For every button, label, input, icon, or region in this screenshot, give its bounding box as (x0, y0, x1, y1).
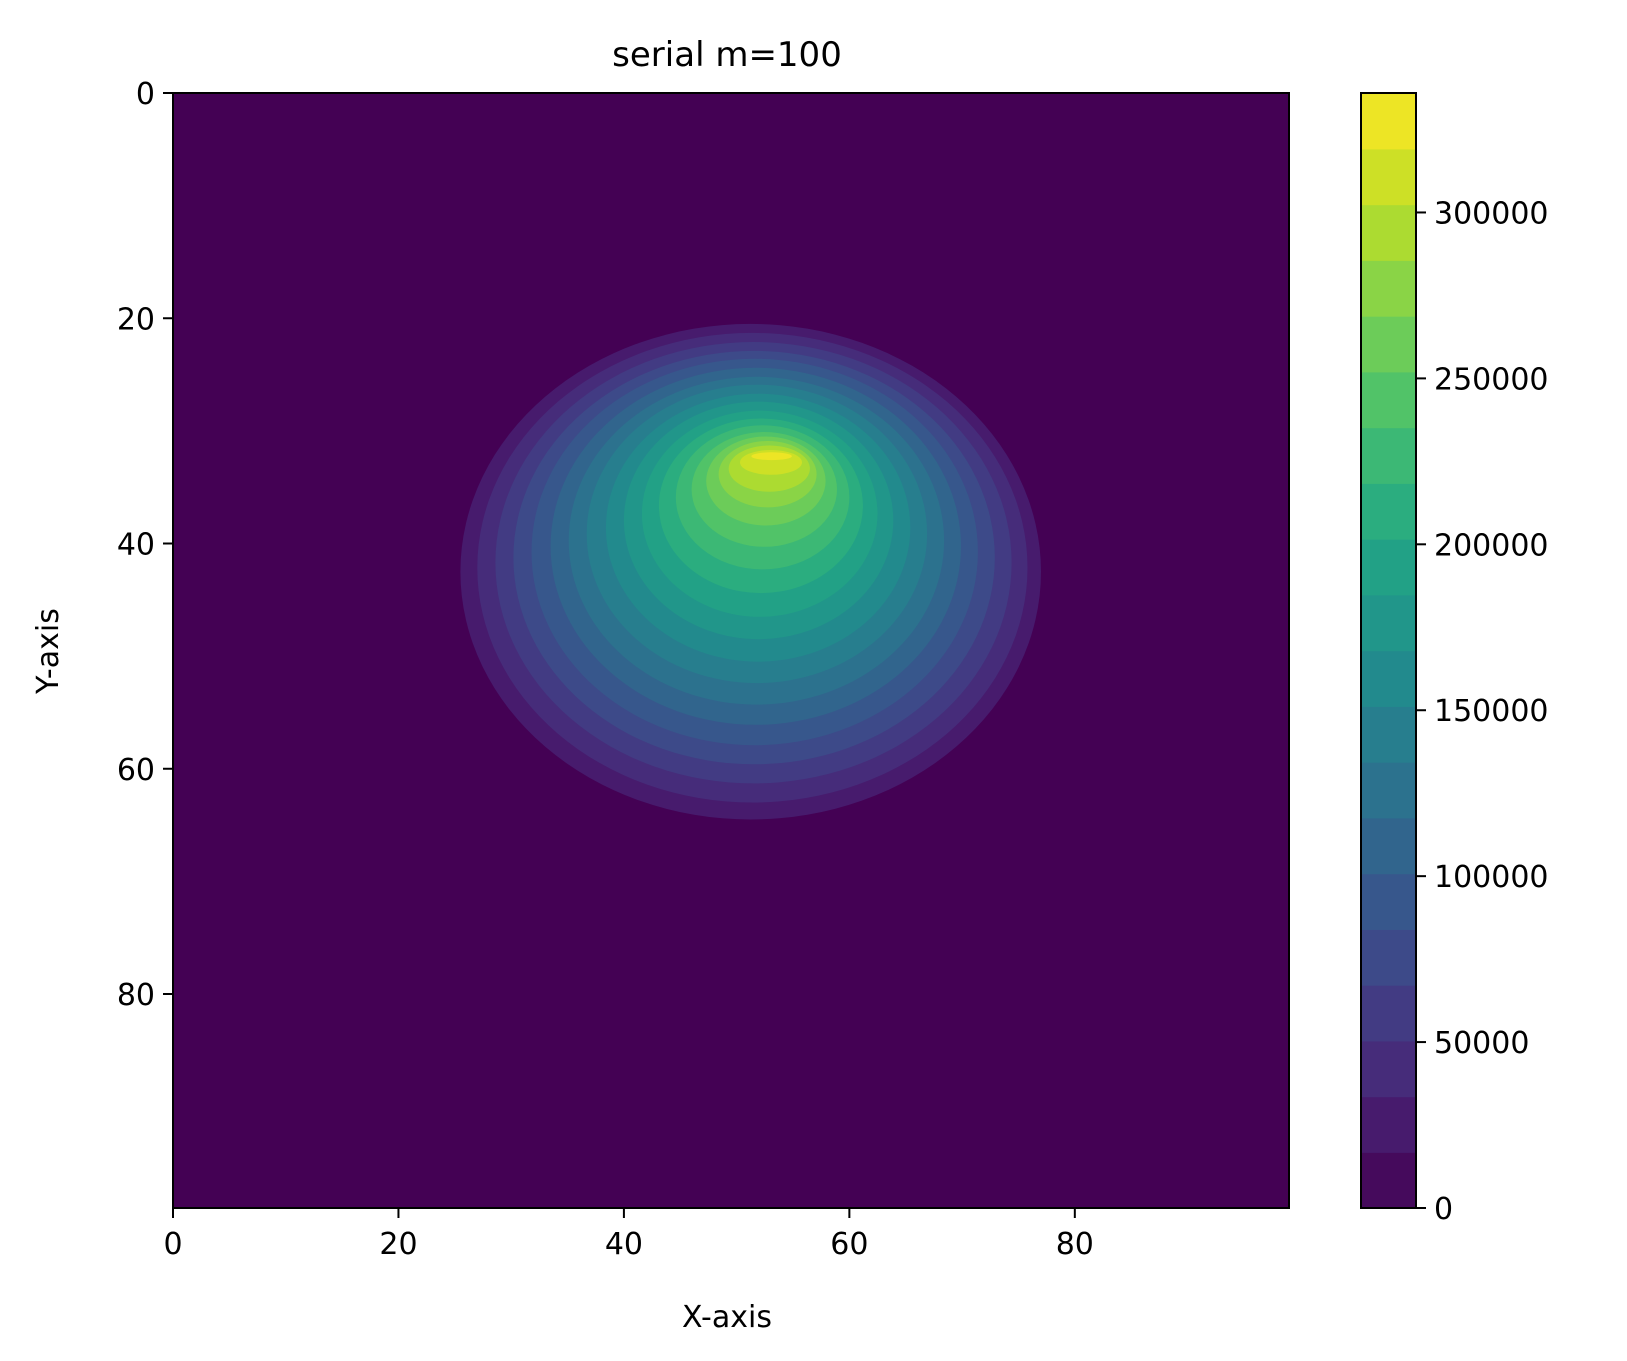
colorbar-band (1361, 985, 1416, 1042)
y-axis-ticks: 0 20 40 60 80 (117, 77, 173, 1013)
colorbar-tick-label: 0 (1434, 1192, 1453, 1227)
colorbar-band (1361, 1152, 1416, 1209)
colorbar-band (1361, 817, 1416, 875)
x-tick-label: 20 (379, 1227, 417, 1262)
x-tick-label: 40 (605, 1227, 643, 1262)
colorbar-band (1361, 873, 1416, 930)
colorbar-band (1361, 762, 1416, 819)
colorbar-band (1361, 1096, 1416, 1153)
y-axis-label: Y-axis (31, 608, 66, 695)
colorbar-tick-label: 250000 (1434, 362, 1549, 397)
colorbar-band (1361, 594, 1416, 652)
colorbar-band (1361, 1040, 1416, 1098)
x-tick-label: 80 (1056, 1227, 1094, 1262)
colorbar-band (1361, 539, 1416, 596)
x-axis-label: X-axis (682, 1300, 772, 1335)
colorbar-band (1361, 427, 1416, 484)
colorbar-band (1361, 371, 1416, 429)
plot-frame (172, 92, 1290, 1209)
chart-title: serial m=100 (612, 35, 842, 75)
colorbar-band (1361, 929, 1416, 986)
y-tick-label: 0 (136, 77, 155, 112)
x-tick-label: 0 (163, 1227, 182, 1262)
colorbar-tick-label: 200000 (1434, 528, 1549, 563)
x-axis-ticks: 0 20 40 60 80 (163, 1208, 1094, 1262)
plot-area (172, 92, 1290, 1209)
colorbar-band (1361, 650, 1416, 707)
colorbar-band (1361, 483, 1416, 540)
y-tick-label: 40 (117, 528, 155, 563)
colorbar-frame (1360, 92, 1417, 1209)
colorbar-band (1361, 260, 1416, 317)
colorbar-band (1361, 204, 1416, 261)
y-tick-label: 60 (117, 753, 155, 788)
colorbar: 0 50000 100000 150000 200000 250000 300000 (1360, 92, 1549, 1227)
colorbar-band (1361, 706, 1416, 763)
colorbar-ticks: 0 50000 100000 150000 200000 250000 300000 (1416, 196, 1549, 1227)
y-tick-label: 80 (117, 978, 155, 1013)
colorbar-band (1361, 316, 1416, 373)
colorbar-tick-label: 150000 (1434, 694, 1549, 729)
contour-level-18 (751, 452, 792, 461)
y-tick-label: 20 (117, 302, 155, 337)
contour-fills (460, 323, 1041, 820)
colorbar-tick-label: 50000 (1434, 1026, 1529, 1061)
x-tick-label: 60 (830, 1227, 868, 1262)
colorbar-bands (1361, 93, 1416, 1209)
colorbar-tick-label: 100000 (1434, 860, 1549, 895)
colorbar-tick-label: 300000 (1434, 196, 1549, 231)
colorbar-band (1361, 148, 1416, 206)
colorbar-band (1361, 93, 1416, 150)
